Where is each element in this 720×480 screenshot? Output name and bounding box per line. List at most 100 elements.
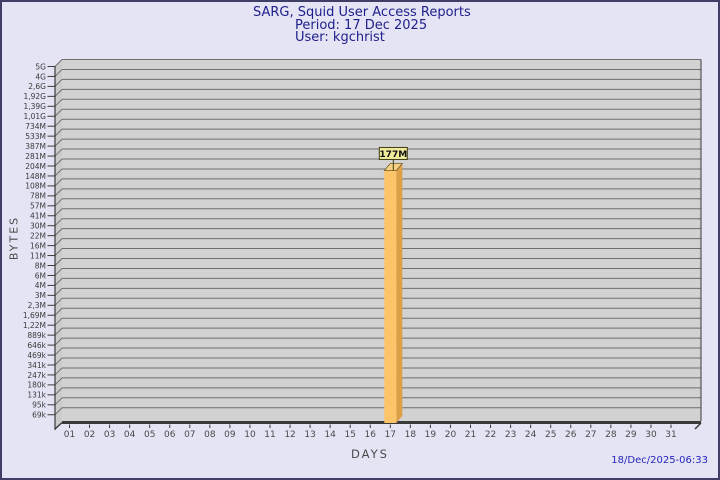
- x-tick-label: 28: [605, 430, 617, 440]
- gridline-wall-segment: [54, 387, 63, 396]
- y-tick-label: 247k: [27, 371, 46, 380]
- gridline-wall-segment: [54, 118, 63, 127]
- x-tick-label: 03: [104, 430, 115, 440]
- gridline-wall-segment: [54, 238, 63, 246]
- gridline-wall-segment: [54, 218, 63, 227]
- axis-frame: [54, 59, 702, 430]
- gridline-wall-segment: [54, 208, 63, 217]
- gridline-wall-segment: [54, 128, 63, 137]
- generated-timestamp: 18/Dec/2025-06:33: [611, 455, 708, 466]
- x-tick-label: 20: [445, 430, 457, 440]
- gridline-wall-segment: [54, 138, 63, 147]
- y-tick-label: 1,22M: [23, 321, 46, 330]
- gridline-wall-segment: [54, 248, 63, 256]
- gridline-wall-segment: [54, 198, 63, 207]
- x-tick-label: 31: [665, 430, 676, 440]
- x-tick-label: 26: [565, 430, 577, 440]
- gridline-wall-segment: [54, 168, 63, 177]
- y-tick-label: 1,01G: [23, 112, 46, 121]
- x-tick-label: 16: [365, 430, 377, 440]
- y-tick-label: 16M: [30, 241, 46, 250]
- gridline-wall-segment: [54, 79, 63, 87]
- y-tick-label: 41M: [30, 212, 46, 221]
- gridline-wall-segment: [54, 69, 63, 77]
- x-axis-title: DAYS: [351, 447, 389, 461]
- y-tick-label: 180k: [27, 381, 46, 390]
- y-tick-label: 889k: [27, 331, 46, 340]
- y-tick-label: 387M: [25, 142, 46, 151]
- y-tick-label: 78M: [30, 192, 46, 201]
- y-tick-label: 4M: [35, 281, 46, 290]
- x-tick-label: 13: [304, 430, 315, 440]
- y-tick-label: 1,39G: [23, 102, 46, 111]
- x-tick-label: 24: [525, 430, 537, 440]
- x-tick-label: 15: [344, 430, 355, 440]
- gridline-wall-segment: [54, 327, 63, 336]
- bar-side-face: [396, 163, 403, 423]
- y-tick-label: 2,6G: [28, 82, 46, 91]
- gridline-wall-segment: [54, 397, 63, 406]
- x-tick-label: 08: [204, 430, 216, 440]
- gridline-wall-segment: [54, 307, 63, 316]
- gridline-wall-segment: [54, 108, 63, 117]
- gridline-wall-segment: [54, 317, 63, 326]
- value-label-text: 177M: [379, 150, 407, 160]
- x-tick-label: 10: [244, 430, 256, 440]
- y-tick-label: 1,92G: [23, 92, 46, 101]
- x-tick-label: 01: [64, 430, 75, 440]
- x-tick-label: 14: [324, 430, 336, 440]
- x-tick-label: 12: [284, 430, 295, 440]
- gridlines: [47, 59, 701, 416]
- gridline-wall-segment: [54, 158, 63, 167]
- plot-backwall: [62, 59, 701, 421]
- y-tick-label: 30M: [30, 222, 46, 231]
- y-axis-title: BYTES: [7, 215, 21, 261]
- x-tick-label: 30: [645, 430, 657, 440]
- x-tick-label: 18: [405, 430, 417, 440]
- y-tick-label: 204M: [25, 162, 46, 171]
- plot-walls: [55, 59, 701, 428]
- y-tick-label: 646k: [27, 341, 46, 350]
- y-tick-label: 341k: [27, 361, 46, 370]
- gridline-wall-segment: [54, 347, 63, 356]
- gridline-wall-segment: [54, 297, 63, 306]
- y-tick-label: 5G: [35, 62, 46, 71]
- bar-day-17: 177M: [378, 146, 408, 423]
- y-tick-label: 148M: [25, 172, 46, 181]
- x-axis-tick-labels: 01 02 03 04 05 06 07 08 09 10 11 12 13 14 15 16 17 18 19 20…: [64, 424, 677, 440]
- value-label-box: [378, 146, 408, 160]
- y-tick-label: 69k: [32, 411, 47, 420]
- x-tick-label: 25: [545, 430, 556, 440]
- x-tick-label: 27: [585, 430, 596, 440]
- y-tick-label: 57M: [30, 202, 46, 211]
- gridline-wall-segment: [54, 268, 63, 276]
- x-tick-label: 22: [485, 430, 496, 440]
- y-tick-label: 533M: [25, 132, 46, 141]
- gridline-wall-segment: [54, 228, 63, 237]
- report-period: Period: 17 Dec 2025: [295, 18, 428, 33]
- gridline-wall-segment: [54, 357, 63, 366]
- x-tick-label: 09: [224, 430, 236, 440]
- y-tick-label: 6M: [35, 271, 46, 280]
- gridline-wall-segment: [54, 98, 63, 107]
- report-title: SARG, Squid User Access Reports: [253, 5, 471, 20]
- x-tick-label: 21: [465, 430, 476, 440]
- gridline-wall-segment: [54, 188, 63, 197]
- plot-leftwall: [55, 59, 62, 428]
- x-tick-label: 07: [184, 430, 195, 440]
- y-tick-label: 1,69M: [23, 311, 46, 320]
- bar-front-face: [384, 170, 397, 423]
- gridline-wall-segment: [54, 88, 63, 97]
- x-tick-label: 23: [505, 430, 516, 440]
- x-tick-label: 04: [124, 430, 136, 440]
- axis-corner-right: [694, 422, 702, 430]
- x-tick-label: 19: [425, 430, 437, 440]
- gridline-wall-segment: [54, 148, 63, 157]
- x-tick-label: 06: [164, 430, 176, 440]
- gridline-wall-segment: [54, 59, 63, 67]
- gridline-wall-segment: [54, 287, 63, 296]
- gridline-wall-segment: [54, 377, 63, 386]
